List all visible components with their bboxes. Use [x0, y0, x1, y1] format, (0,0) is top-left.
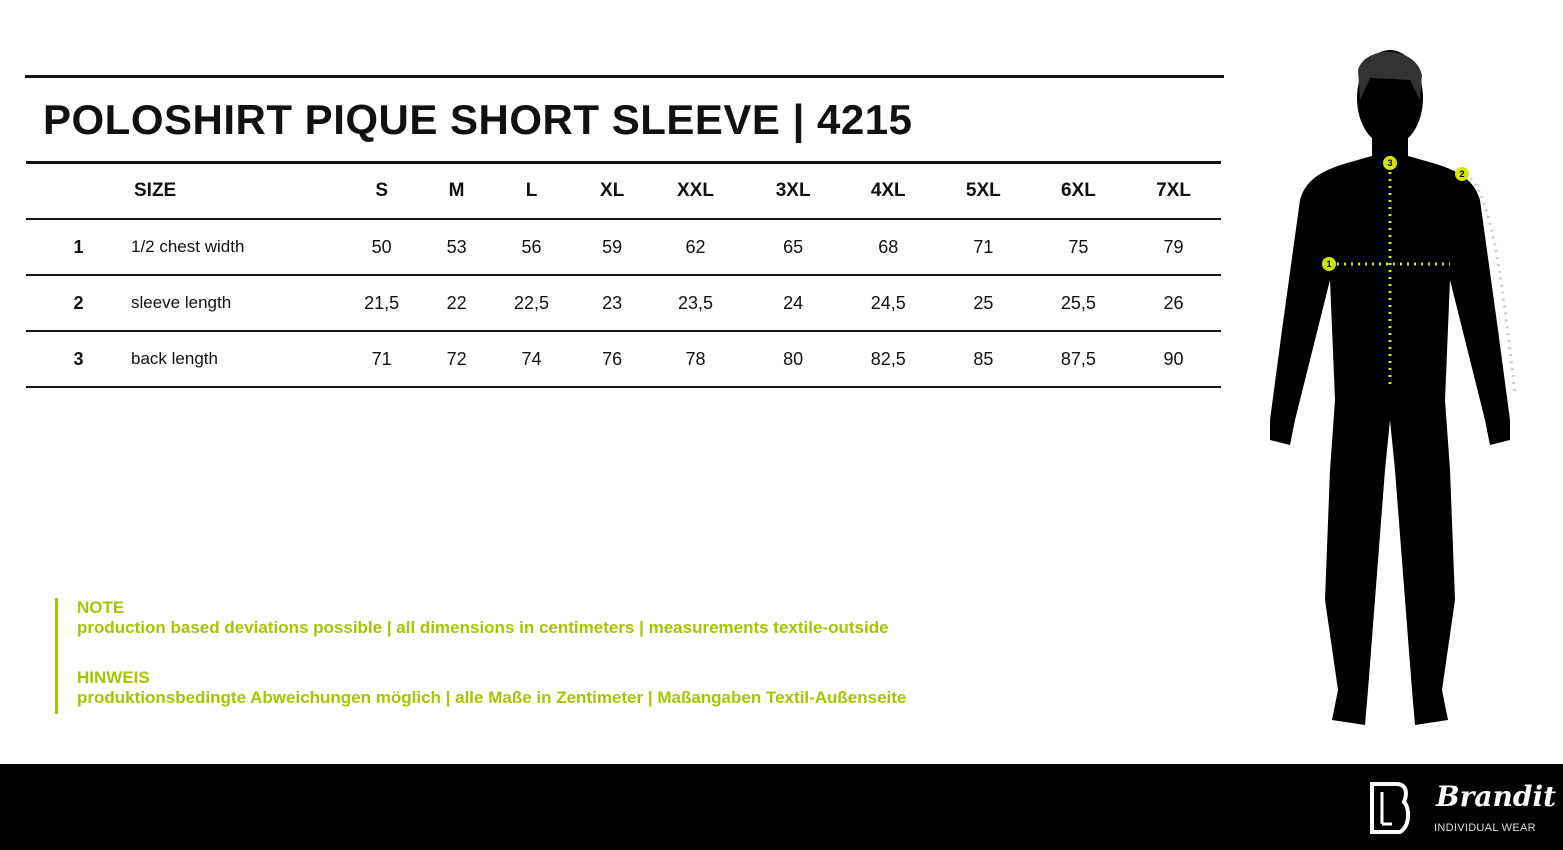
table-row: 3 back length 71 72 74 76 78 80 82,5 85 87,5 90	[26, 331, 1221, 387]
measurement-value: 56	[521, 236, 542, 257]
size-col: L	[525, 180, 538, 201]
brand-logo-text: Brandit	[1436, 780, 1557, 813]
body-silhouette: 1 2 3	[1270, 50, 1517, 725]
measurement-value: 25	[973, 292, 994, 313]
measurement-value: 25,5	[1060, 292, 1096, 313]
size-col: 5XL	[965, 180, 1001, 201]
row-number: 3	[73, 348, 84, 369]
row-number: 1	[73, 236, 84, 257]
note-text: production based deviations possible | a…	[77, 618, 889, 637]
measurement-value: 53	[446, 236, 467, 257]
hinweis-text: produktionsbedingte Abweichungen möglich…	[77, 688, 907, 707]
measurement-value: 21,5	[364, 292, 400, 313]
measurement-label: back length	[131, 349, 218, 368]
size-col: 6XL	[1060, 180, 1096, 201]
brandit-b-logo	[1370, 782, 1410, 834]
measurement-value: 65	[783, 236, 804, 257]
size-col: XL	[600, 180, 625, 201]
table-row: 1 1/2 chest width 50 53 56 59 62 65 68 71 75 79	[26, 219, 1221, 275]
measurement-value: 87,5	[1060, 348, 1096, 369]
measurement-value: 50	[371, 236, 392, 257]
size-col: 7XL	[1156, 180, 1191, 201]
measurement-value: 62	[685, 236, 706, 257]
size-col: XXL	[677, 180, 714, 201]
size-col: 3XL	[775, 180, 811, 201]
measurement-label: 1/2 chest width	[131, 237, 245, 256]
measurement-value: 23,5	[677, 292, 713, 313]
measurement-value: 80	[783, 348, 804, 369]
footer-bar	[0, 764, 1563, 850]
measurement-value: 23	[602, 292, 623, 313]
size-col: S	[375, 180, 389, 201]
measurement-label: sleeve length	[131, 293, 232, 312]
title-rule	[25, 75, 1224, 78]
measurement-value: 68	[878, 236, 899, 257]
table-header-row: SIZE S M L XL XXL 3XL 4XL 5XL 6XL 7XL	[26, 162, 1221, 219]
measurement-value: 85	[973, 348, 994, 369]
measurement-value: 71	[973, 236, 994, 257]
measurement-value: 24	[783, 292, 804, 313]
measurement-value: 74	[521, 348, 542, 369]
measurement-value: 22	[446, 292, 467, 313]
measurement-value: 24,5	[870, 292, 906, 313]
size-header: SIZE	[134, 180, 177, 201]
measurement-value: 82,5	[870, 348, 906, 369]
note-heading: NOTE	[77, 598, 125, 617]
page-title: POLOSHIRT PIQUE SHORT SLEEVE | 4215	[43, 96, 913, 143]
measurement-value: 76	[602, 348, 623, 369]
brand-tagline: INDIVIDUAL WEAR	[1434, 822, 1536, 834]
measurement-value: 78	[685, 348, 706, 369]
measurement-value: 72	[446, 348, 467, 369]
hinweis-heading: HINWEIS	[77, 668, 150, 687]
marker-1: 1	[1326, 259, 1331, 269]
measurement-value: 71	[371, 348, 392, 369]
marker-3: 3	[1387, 158, 1392, 168]
note-box: NOTE production based deviations possibl…	[55, 598, 906, 714]
size-col: 4XL	[870, 180, 906, 201]
marker-2: 2	[1459, 169, 1464, 179]
size-col: M	[448, 180, 465, 201]
measurement-value: 75	[1068, 236, 1089, 257]
measurement-value: 59	[602, 236, 623, 257]
measurement-value: 22,5	[513, 292, 550, 313]
table-row: 2 sleeve length 21,5 22 22,5 23 23,5 24 24,5 25 25…	[26, 275, 1221, 331]
measurement-value: 79	[1163, 236, 1184, 257]
measurement-value: 26	[1163, 292, 1184, 313]
row-number: 2	[73, 292, 84, 313]
measurement-value: 90	[1163, 348, 1184, 369]
